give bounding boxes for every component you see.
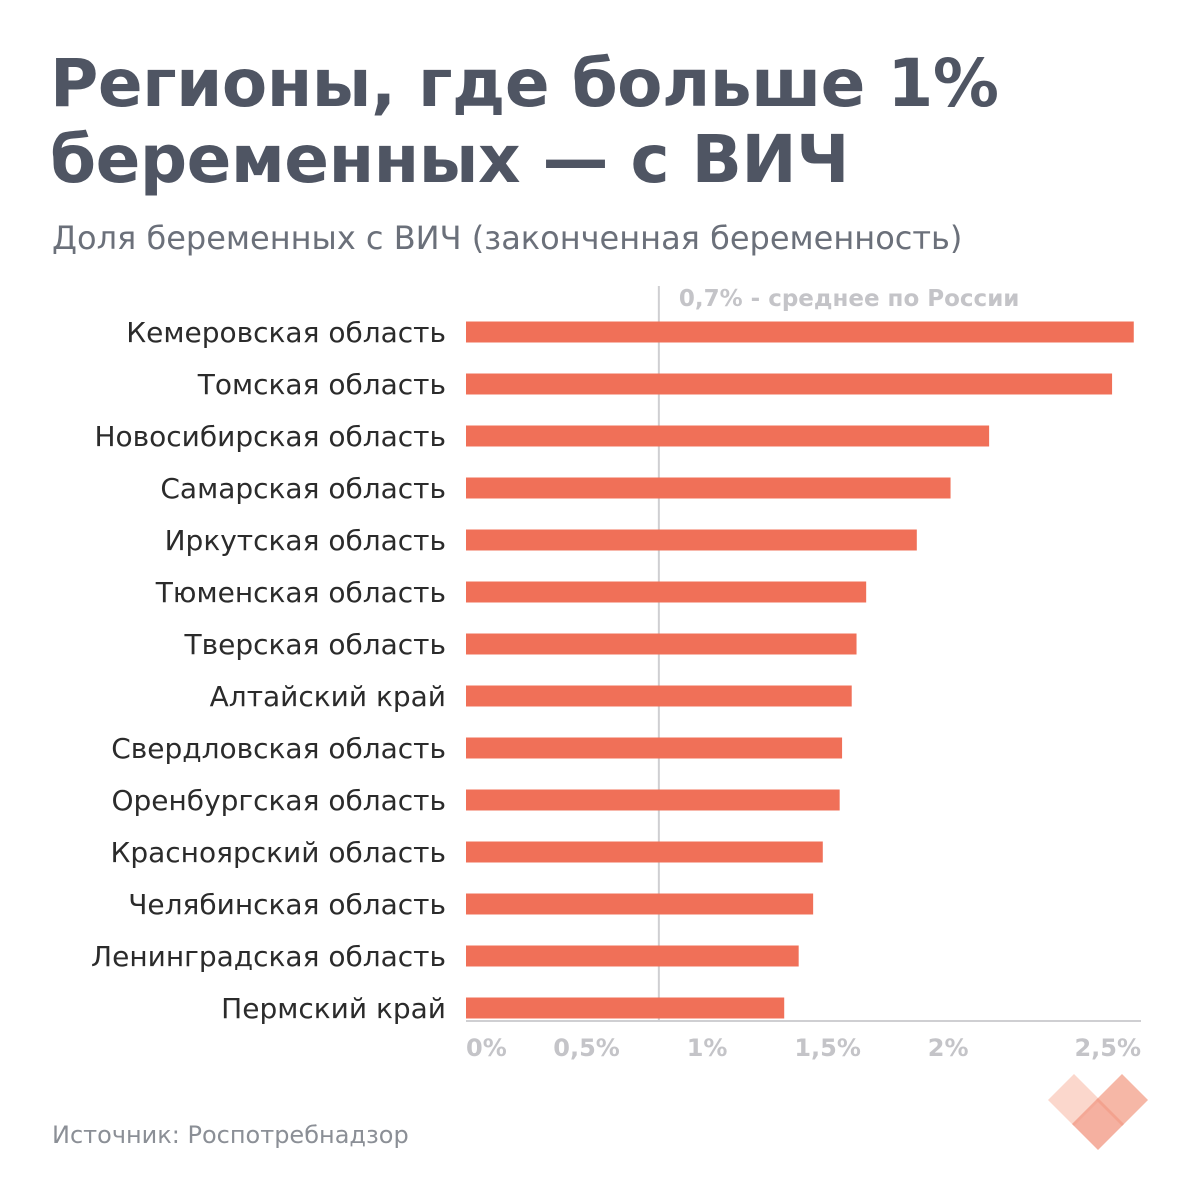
- category-label-4: Иркутская область: [165, 524, 446, 557]
- category-label-5: Тюменская область: [155, 576, 446, 609]
- bar-12: [466, 945, 799, 967]
- category-label-0: Кемеровская область: [126, 316, 446, 349]
- tick-label-3: 1,5%: [794, 1034, 861, 1062]
- bar-10: [466, 841, 823, 863]
- bar-8: [466, 737, 843, 759]
- category-label-2: Новосибирская область: [94, 420, 446, 453]
- category-label-11: Челябинская область: [128, 888, 446, 921]
- category-label-6: Тверская область: [184, 628, 446, 661]
- bar-5: [466, 581, 867, 603]
- bar-2: [466, 425, 990, 447]
- category-label-8: Свердловская область: [111, 732, 446, 765]
- title-line-1: Регионы, где больше 1%: [50, 45, 999, 122]
- tick-label-5: 2,5%: [1074, 1034, 1141, 1062]
- title-line-2: беременных — с ВИЧ: [50, 121, 849, 198]
- chart-subtitle: Доля беременных с ВИЧ (законченная берем…: [52, 219, 963, 257]
- tick-label-0: 0%: [466, 1034, 507, 1062]
- category-label-12: Ленинградская область: [91, 940, 446, 973]
- page-title: Регионы, где больше 1% беременных — с ВИ…: [50, 46, 1150, 198]
- category-label-13: Пермский край: [221, 992, 446, 1025]
- bar-1: [466, 373, 1113, 395]
- tick-label-2: 1%: [687, 1034, 728, 1062]
- category-label-10: Красноярский область: [110, 836, 446, 869]
- bar-chart: 0,7% - среднее по России Кемеровская обла…: [91, 286, 1141, 1062]
- heart-logo-icon: [1048, 1074, 1148, 1150]
- category-label-3: Самарская область: [160, 472, 446, 505]
- bar-0: [466, 321, 1134, 343]
- category-label-9: Оренбургская область: [111, 784, 446, 817]
- bar-11: [466, 893, 814, 915]
- source-note: Источник: Роспотребнадзор: [52, 1121, 409, 1149]
- bar-9: [466, 789, 840, 811]
- category-label-7: Алтайский край: [210, 680, 446, 713]
- reference-label: 0,7% - среднее по России: [679, 286, 1020, 312]
- bar-3: [466, 477, 951, 499]
- bar-7: [466, 685, 852, 707]
- tick-label-4: 2%: [928, 1034, 969, 1062]
- tick-label-1: 0,5%: [553, 1034, 620, 1062]
- bar-6: [466, 633, 857, 655]
- bar-13: [466, 997, 785, 1019]
- bar-4: [466, 529, 917, 551]
- category-label-1: Томская область: [197, 368, 446, 401]
